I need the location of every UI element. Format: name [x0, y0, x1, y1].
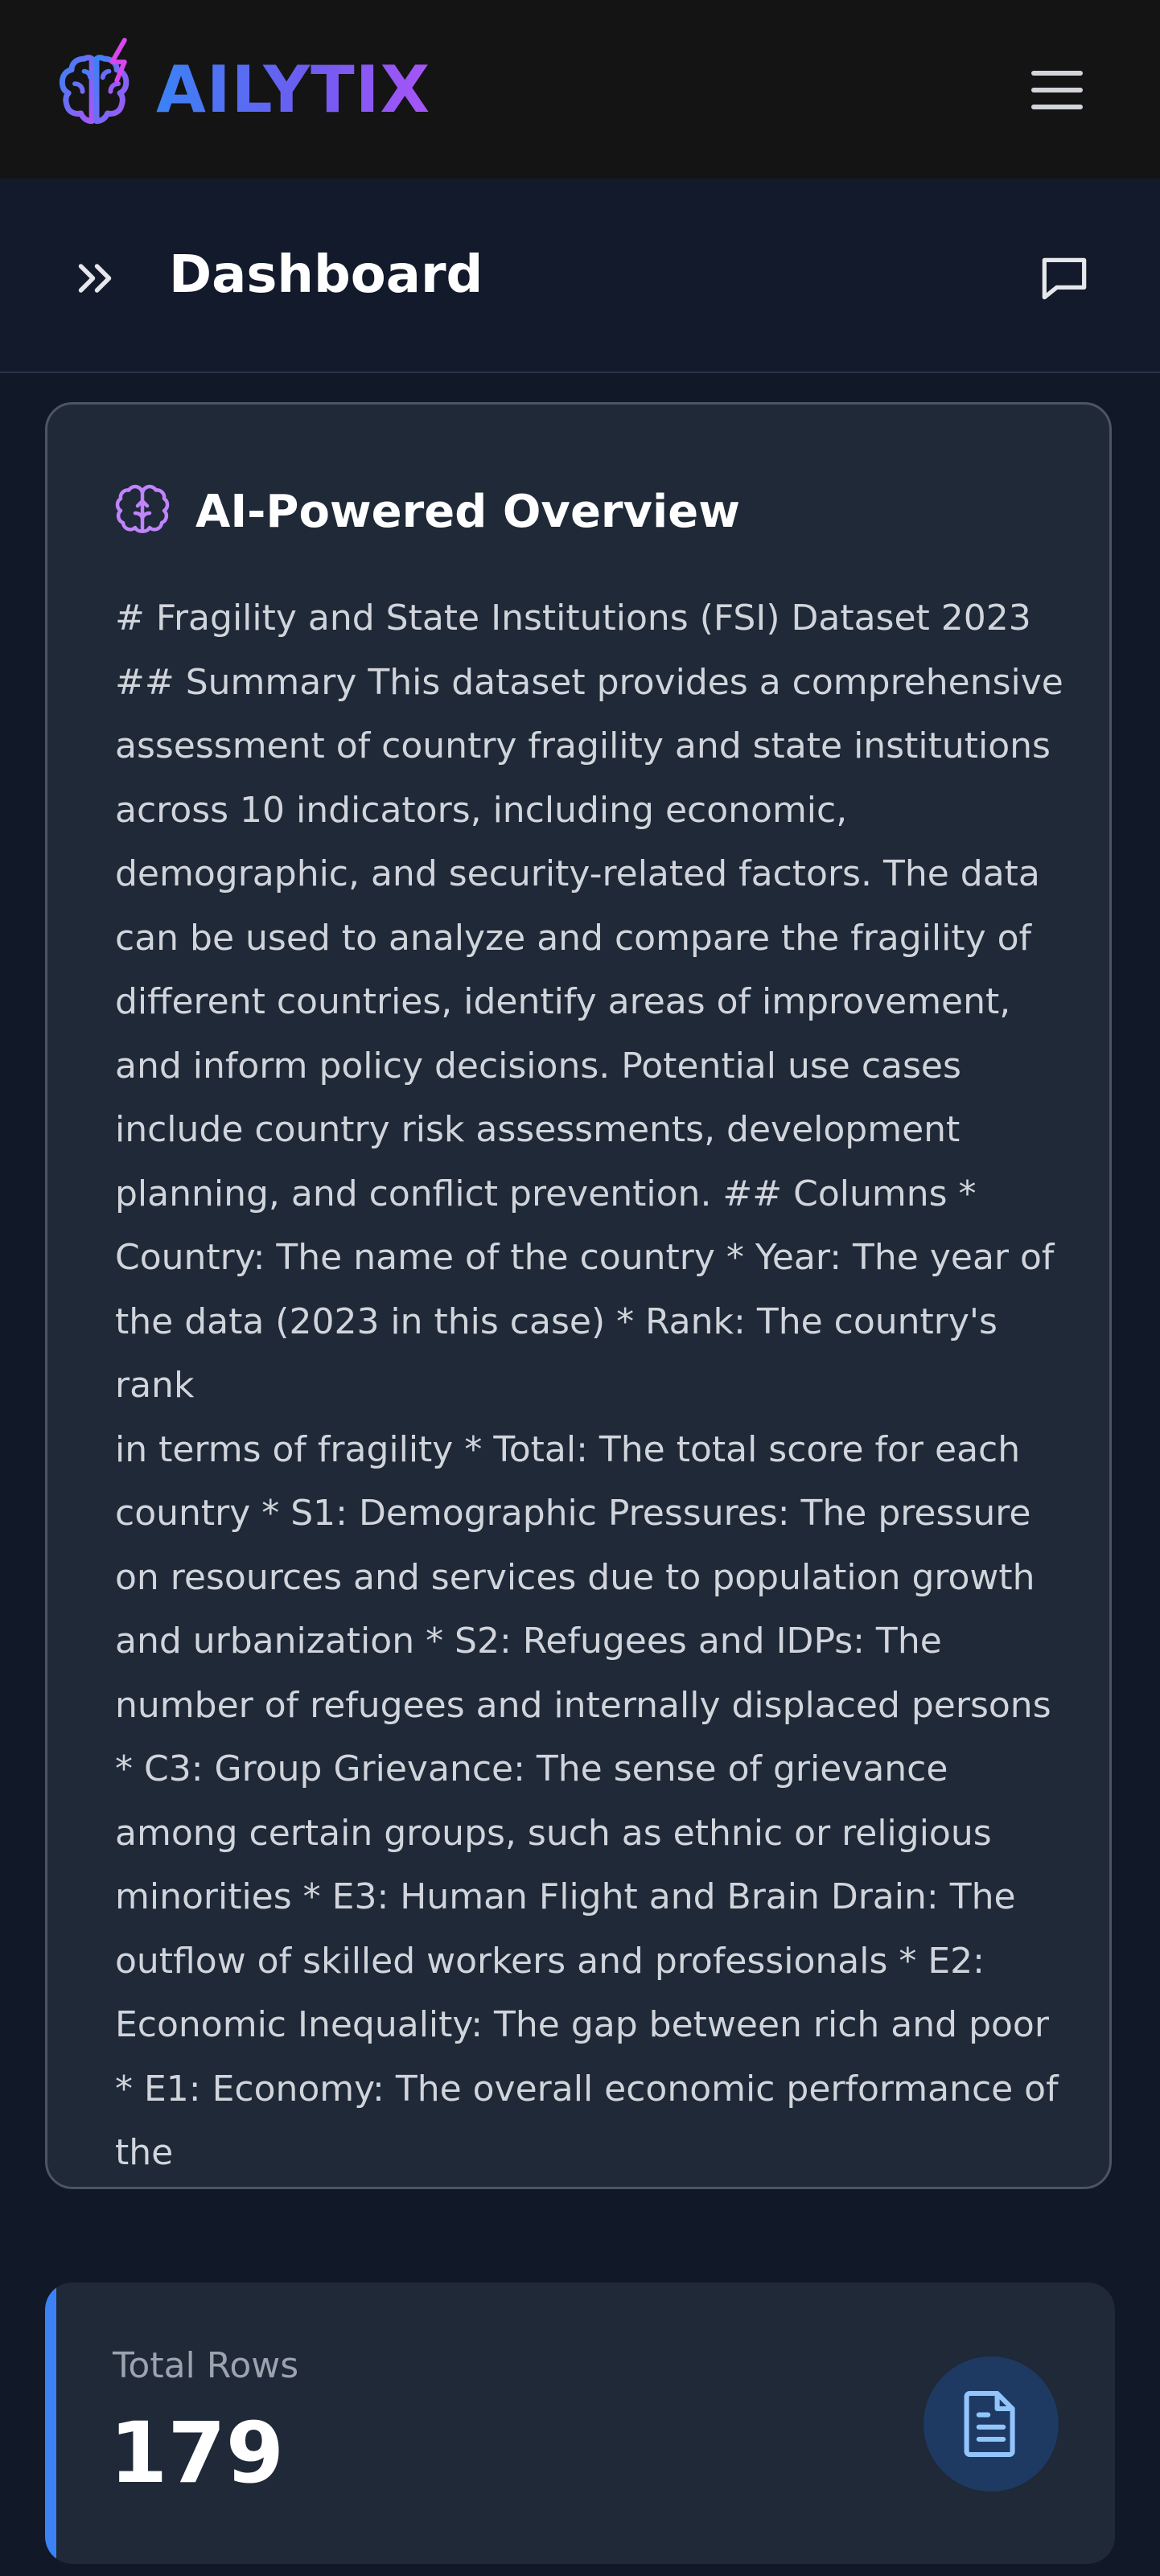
overview-line: * C3: Group Grievance: The sense of grie…: [115, 1748, 948, 1789]
stat-icon-badge: [923, 2356, 1059, 2492]
ai-overview-card: AI-Powered Overview # Fragility and Stat…: [45, 402, 1112, 2189]
page-title: Dashboard: [169, 245, 483, 305]
hamburger-menu-button[interactable]: [1026, 64, 1091, 116]
menu-bar: [1031, 71, 1083, 76]
stat-value: 179: [109, 2404, 285, 2502]
menu-bar: [1031, 88, 1083, 92]
overview-line: Economic Inequality: The gap between ric…: [115, 2004, 1049, 2045]
chat-bubble-icon[interactable]: [1035, 248, 1094, 307]
overview-line: can be used to analyze and compare the f…: [115, 917, 1032, 959]
overview-line: the: [115, 2132, 174, 2173]
document-icon: [964, 2390, 1015, 2458]
overview-line: and inform policy decisions. Potential u…: [115, 1045, 961, 1087]
overview-line: across 10 indicators, including economic…: [115, 789, 848, 831]
overview-line: planning, and conflict prevention. ## Co…: [115, 1173, 977, 1214]
top-app-bar: AILYTIX: [0, 0, 1160, 179]
total-rows-card: Total Rows 179: [45, 2282, 1115, 2564]
overview-line: number of refugees and internally displa…: [115, 1684, 1051, 1726]
overview-line: on resources and services due to populat…: [115, 1556, 1035, 1598]
brain-lightning-icon[interactable]: [47, 37, 146, 137]
overview-line: demographic, and security-related factor…: [115, 853, 1040, 894]
menu-bar: [1031, 105, 1083, 109]
overview-line: different countries, identify areas of i…: [115, 981, 1011, 1022]
overview-line: country * S1: Demographic Pressures: The…: [115, 1493, 1031, 1534]
overview-line: and urbanization * S2: Refugees and IDPs…: [115, 1621, 942, 1662]
overview-line: ## Summary This dataset provides a compr…: [115, 661, 1063, 703]
overview-line: the data (2023 in this case) * Rank: The…: [115, 1300, 998, 1407]
page-header: Dashboard: [0, 179, 1160, 373]
overview-title: AI-Powered Overview: [195, 486, 740, 538]
overview-line: Country: The name of the country * Year:…: [115, 1237, 1055, 1278]
brain-icon: [115, 484, 170, 533]
stat-label: Total Rows: [113, 2345, 299, 2386]
overview-line: # Fragility and State Institutions (FSI)…: [115, 598, 1031, 639]
overview-text: # Fragility and State Institutions (FSI)…: [115, 586, 1064, 2185]
accent-bar: [45, 2282, 56, 2564]
overview-line: minorities * E3: Human Flight and Brain …: [115, 1876, 1016, 1917]
overview-line: outflow of skilled workers and professio…: [115, 1940, 985, 1982]
brand-name[interactable]: AILYTIX: [156, 52, 431, 127]
overview-line: assessment of country fragility and stat…: [115, 725, 1051, 766]
overview-line: among certain groups, such as ethnic or …: [115, 1812, 992, 1854]
overview-line: in terms of fragility * Total: The total…: [115, 1428, 1021, 1470]
chevrons-right-icon[interactable]: [71, 254, 119, 302]
overview-line: include country risk assessments, develo…: [115, 1109, 960, 1150]
overview-line: * E1: Economy: The overall economic perf…: [115, 2068, 1059, 2110]
